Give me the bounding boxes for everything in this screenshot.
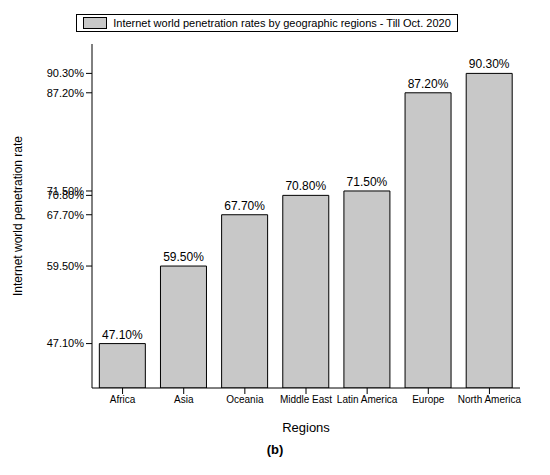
svg-text:Middle East: Middle East	[280, 394, 332, 405]
svg-text:67.70%: 67.70%	[47, 209, 85, 221]
html-text:(b): (b)	[266, 442, 284, 457]
svg-text:47.10%: 47.10%	[102, 328, 143, 342]
svg-text:87.20%: 87.20%	[47, 87, 85, 99]
html-text:Internet world penetration rat: Internet world penetration rates by geog…	[113, 17, 451, 29]
svg-text:90.30%: 90.30%	[469, 57, 510, 71]
svg-text:Internet world penetration rat: Internet world penetration rate	[11, 136, 25, 296]
svg-text:Regions: Regions	[282, 420, 330, 435]
svg-text:71.50%: 71.50%	[347, 175, 388, 189]
svg-text:Asia: Asia	[174, 394, 194, 405]
svg-text:59.50%: 59.50%	[163, 250, 204, 264]
svg-text:Oceania: Oceania	[226, 394, 264, 405]
svg-text:47.10%: 47.10%	[47, 337, 85, 349]
svg-text:North America: North America	[458, 394, 522, 405]
svg-text:71.50%: 71.50%	[47, 185, 85, 197]
svg-text:Africa: Africa	[110, 394, 136, 405]
svg-text:87.20%: 87.20%	[408, 77, 449, 91]
svg-text:70.80%: 70.80%	[285, 179, 326, 193]
svg-text:Europe: Europe	[412, 394, 445, 405]
svg-text:Latin America: Latin America	[337, 394, 398, 405]
svg-text:67.70%: 67.70%	[224, 199, 265, 213]
svg-text:90.30%: 90.30%	[47, 67, 85, 79]
svg-text:59.50%: 59.50%	[47, 260, 85, 272]
